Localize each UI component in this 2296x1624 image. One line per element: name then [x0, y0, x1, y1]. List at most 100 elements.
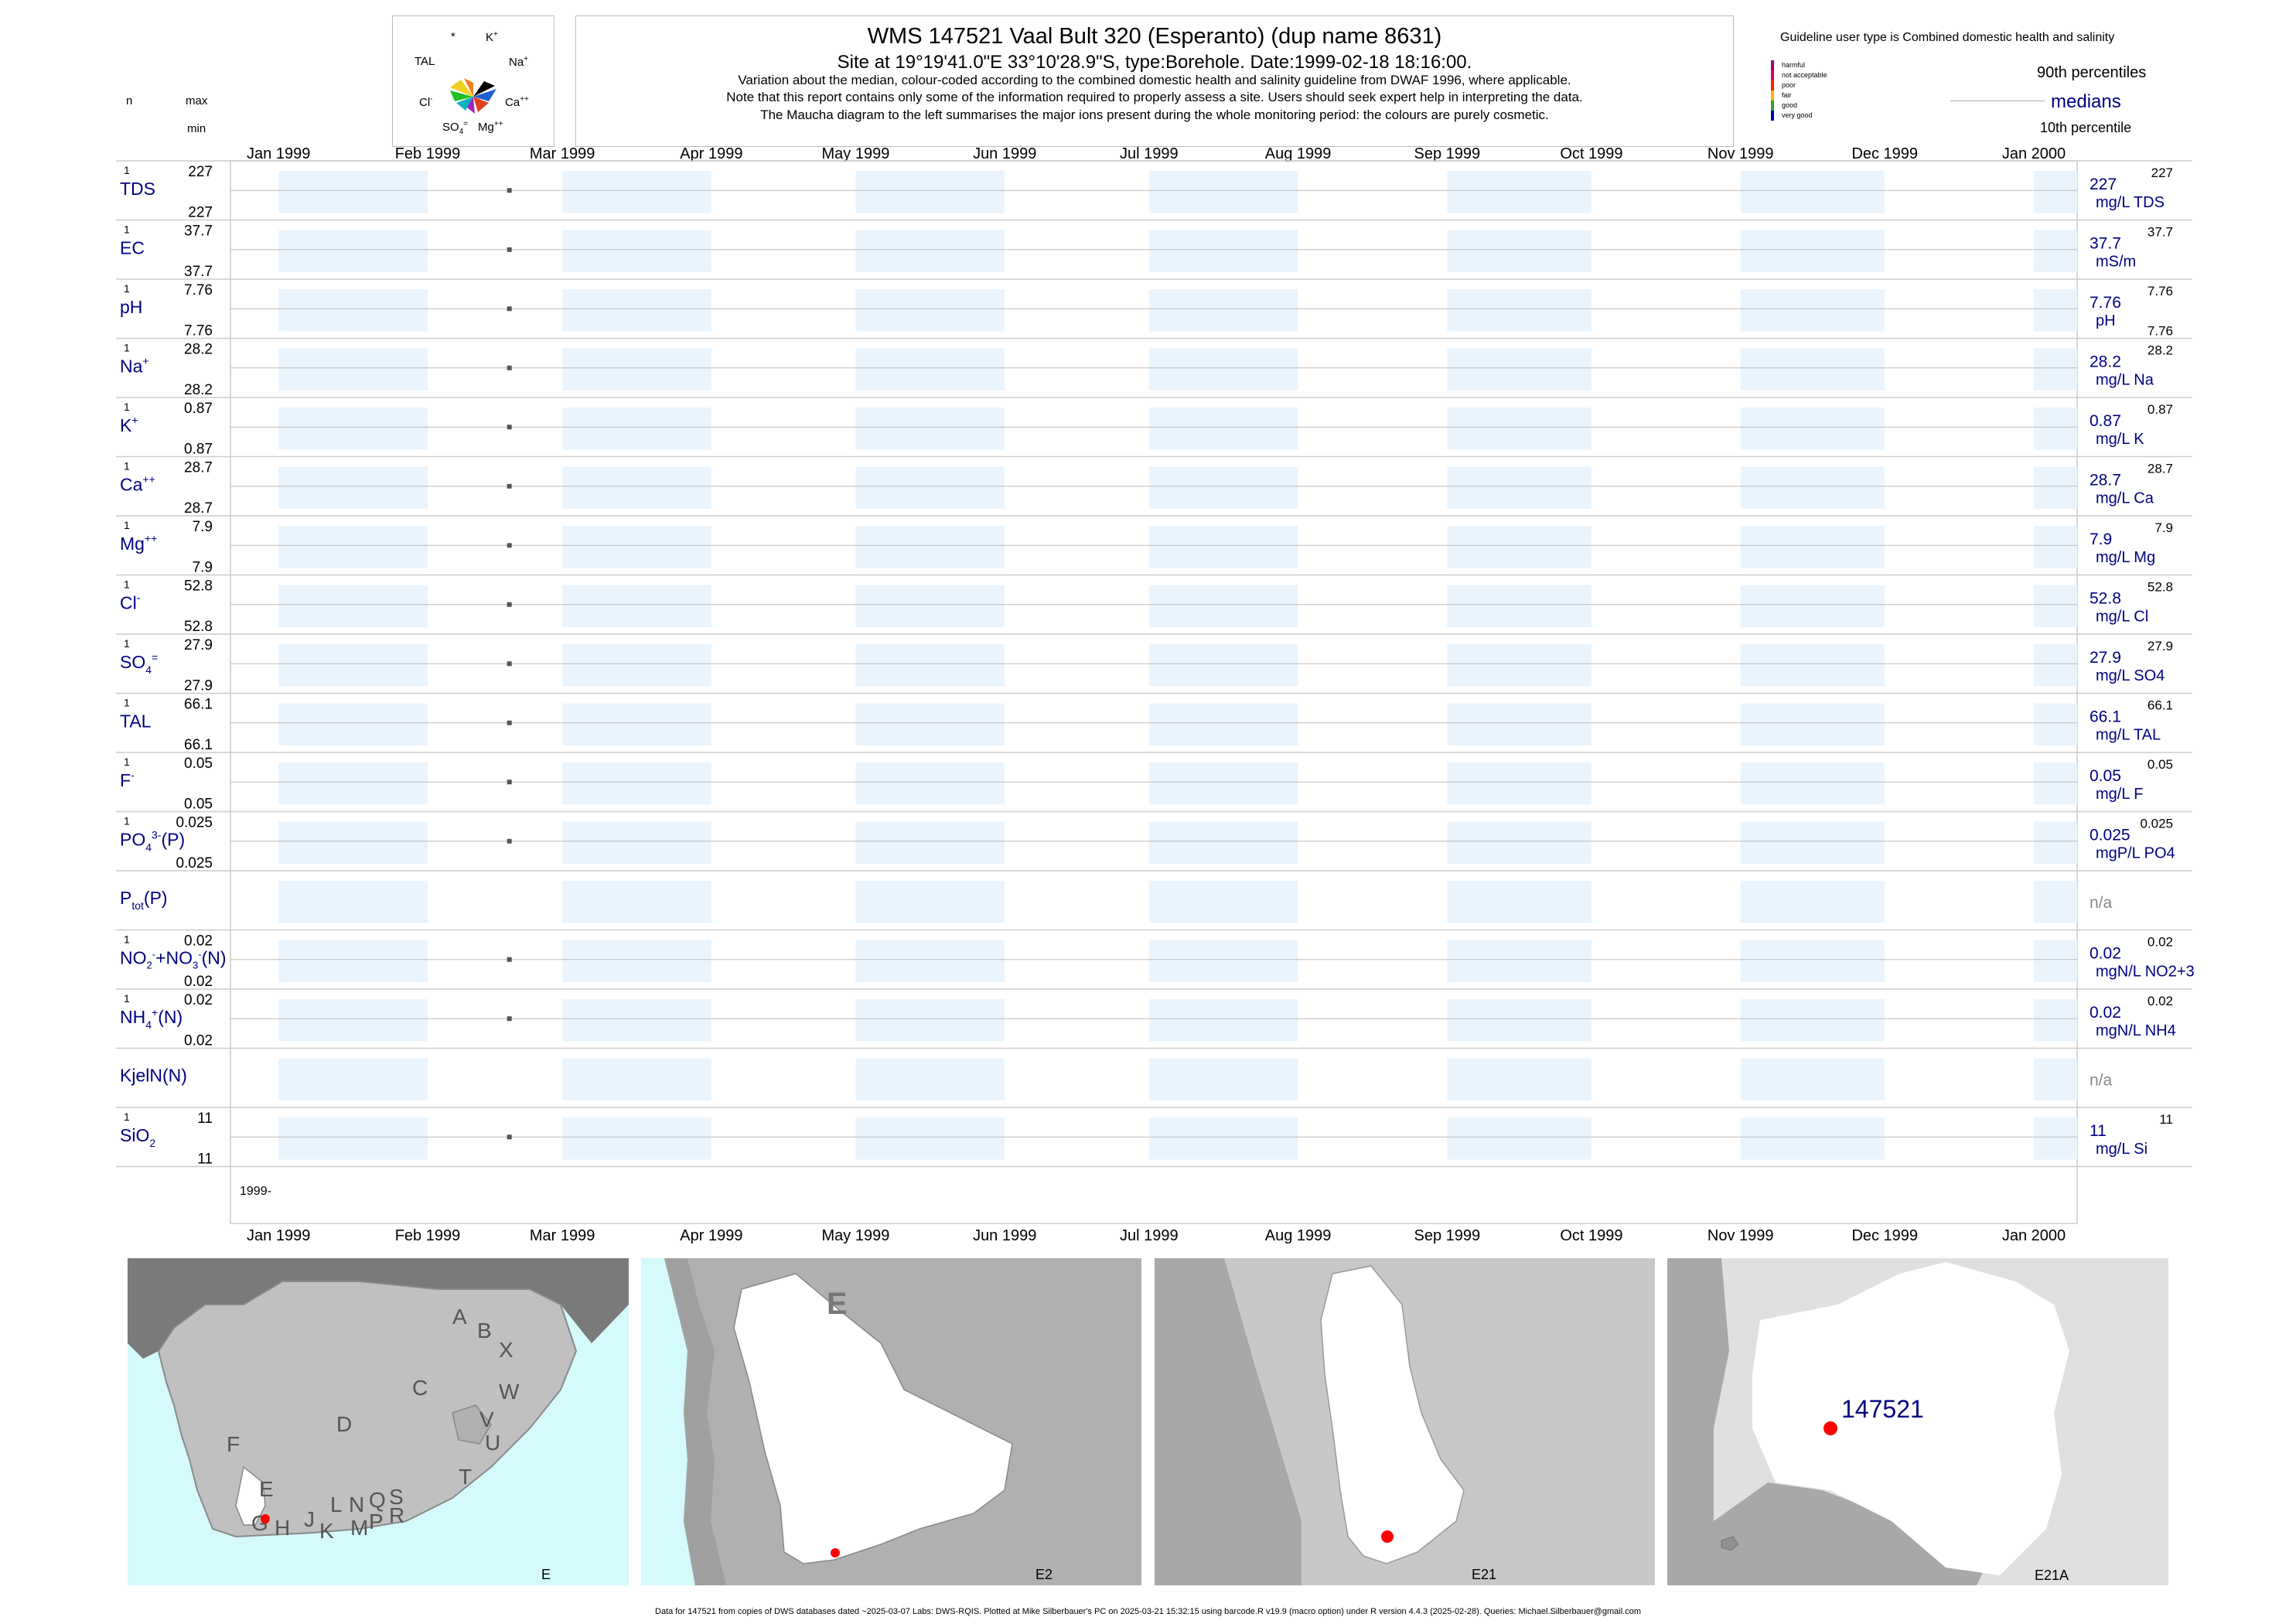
month-band — [2034, 348, 2077, 391]
month-label-top: Jan 2000 — [2002, 145, 2066, 162]
maucha-mg-petal — [467, 97, 475, 114]
maucha-cl: Cl- — [419, 95, 433, 109]
sample-point — [507, 1016, 512, 1022]
region-letter-l: L — [330, 1493, 343, 1517]
max-value: 0.02 — [184, 933, 213, 950]
sample-count: 1 — [124, 815, 130, 827]
p90-value: 0.02 — [2148, 935, 2173, 950]
unit-label: mg/L Cl — [2096, 609, 2148, 626]
month-label-top: Dec 1999 — [1851, 145, 1918, 162]
month-band — [1447, 230, 1592, 272]
month-band — [1148, 408, 1298, 450]
min-value: 0.025 — [176, 855, 213, 872]
map-label-e21: E21 — [1472, 1567, 1496, 1582]
month-band — [562, 881, 711, 923]
month-band — [278, 940, 428, 982]
median-value: 37.7 — [2090, 235, 2121, 253]
sample-point — [507, 306, 512, 312]
month-band — [1447, 940, 1592, 982]
month-band — [1740, 408, 1885, 450]
unit-label: mgN/L NO2+3 — [2096, 964, 2195, 981]
sample-point — [507, 661, 512, 667]
parameter-label: Ptot(P) — [120, 888, 168, 912]
guideline-text: Guideline user type is Combined domestic… — [1780, 31, 2115, 44]
maucha-na-petal — [473, 89, 496, 101]
month-label-top: Mar 1999 — [530, 145, 595, 162]
median-value: 7.9 — [2090, 531, 2112, 548]
max-value: 0.02 — [184, 992, 213, 1008]
map-e2-big-label: E — [827, 1287, 848, 1321]
maucha-mg: Mg++ — [478, 120, 503, 134]
p90-value: 37.7 — [2148, 225, 2173, 240]
max-value: 28.2 — [184, 342, 213, 358]
parameter-label: KjelN(N) — [120, 1066, 187, 1086]
parameter-label: TAL — [120, 711, 152, 732]
month-band — [1740, 526, 1885, 568]
map-label-e21a: E21A — [2035, 1568, 2069, 1583]
month-band — [2034, 585, 2077, 627]
note-line-3: The Maucha diagram to the left summarise… — [760, 107, 1549, 122]
median-value: 66.1 — [2090, 708, 2121, 726]
month-band — [1447, 881, 1592, 923]
sample-count: 1 — [124, 164, 130, 176]
month-band — [855, 466, 1005, 509]
unit-label: mg/L TDS — [2096, 194, 2165, 211]
max-value: 227 — [188, 164, 213, 180]
month-band — [1740, 171, 1885, 213]
median-value: 28.2 — [2090, 353, 2121, 371]
month-band — [562, 821, 711, 864]
sample-count: 1 — [124, 756, 130, 768]
parameter-label: K+ — [120, 414, 138, 435]
month-band — [2034, 408, 2077, 450]
month-band — [278, 881, 428, 923]
month-band — [2034, 881, 2077, 923]
month-band — [1447, 171, 1592, 213]
maucha-diagram-box: * K+ TAL Na+ Cl- Ca++ SO4= Mg++ — [392, 15, 554, 147]
min-value: 0.02 — [184, 974, 213, 990]
p90-value: 7.9 — [2154, 520, 2173, 535]
region-letter-h: H — [275, 1516, 290, 1540]
sample-count: 1 — [124, 933, 130, 946]
month-label-bottom: Apr 1999 — [680, 1227, 742, 1244]
parameter-label: SiO2 — [120, 1125, 155, 1149]
max-value: 0.025 — [176, 815, 213, 831]
maucha-na: Na+ — [509, 55, 529, 69]
median-value: 0.02 — [2090, 945, 2121, 963]
max-value: 0.05 — [184, 756, 213, 772]
month-band — [1740, 999, 1885, 1042]
month-label-bottom: Oct 1999 — [1560, 1227, 1622, 1244]
month-band — [2034, 940, 2077, 982]
month-band — [278, 230, 428, 272]
maucha-k: K+ — [486, 30, 498, 44]
max-value: 66.1 — [184, 697, 213, 713]
month-band — [562, 763, 711, 805]
month-band — [1740, 703, 1885, 745]
unit-label: mS/m — [2096, 254, 2136, 271]
month-band — [562, 999, 711, 1042]
month-band — [1447, 1058, 1592, 1100]
month-band — [278, 408, 428, 450]
month-band — [1447, 408, 1592, 450]
month-label-bottom: Feb 1999 — [395, 1227, 461, 1244]
month-band — [1740, 1058, 1885, 1100]
month-label-top: Oct 1999 — [1560, 145, 1622, 162]
month-band — [2034, 821, 2077, 864]
month-label-bottom: Dec 1999 — [1851, 1227, 1918, 1244]
month-band — [1447, 526, 1592, 568]
month-band — [1148, 1058, 1298, 1100]
maucha-k-petal — [473, 81, 495, 97]
maucha-star-icon — [450, 78, 496, 114]
parameter-label: NO2-+NO3-(N) — [120, 948, 227, 971]
max-value: 27.9 — [184, 637, 213, 653]
max-value: 0.87 — [184, 401, 213, 417]
month-band — [562, 348, 711, 391]
month-band — [562, 526, 711, 568]
month-band — [562, 171, 711, 213]
month-label-top: Jun 1999 — [973, 145, 1036, 162]
month-label-bottom: Sep 1999 — [1414, 1227, 1481, 1244]
month-band — [562, 703, 711, 745]
map-e2-coast — [664, 1258, 726, 1585]
month-band — [562, 289, 711, 332]
n-header: n — [126, 94, 133, 107]
sample-count: 1 — [124, 342, 130, 354]
